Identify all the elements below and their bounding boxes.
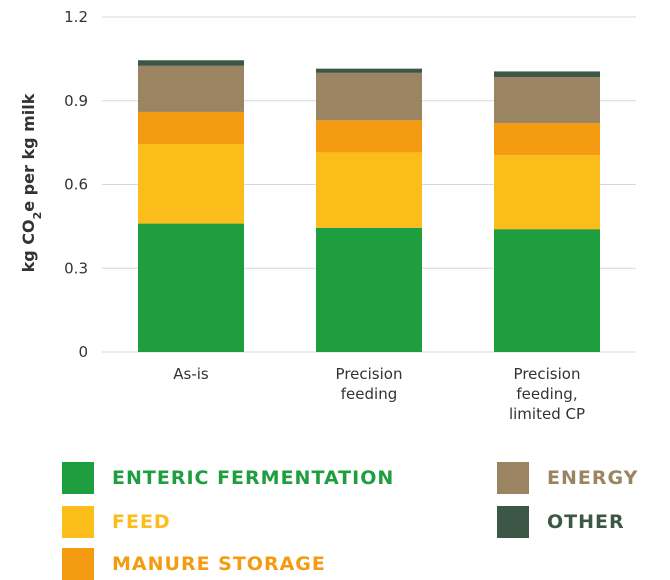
- legend-item-other: OTHER: [497, 506, 625, 538]
- bar-segment: [494, 77, 600, 124]
- bar-segment: [494, 123, 600, 156]
- legend-label: ENTERIC FERMENTATION: [112, 467, 395, 489]
- bar-segment: [138, 144, 244, 224]
- bar-stacks: [138, 60, 600, 352]
- legend-swatch: [62, 506, 94, 538]
- legend-item-manure-storage: MANURE STORAGE: [62, 548, 326, 580]
- bar-segment: [138, 111, 244, 145]
- stacked-bar-chart: 0 0.3 0.6 0.9 1.2 As-is Precision feeding Preci…: [19, 8, 636, 423]
- legend-swatch: [62, 548, 94, 580]
- bar-segment: [138, 223, 244, 352]
- x-axis-categories: As-is Precision feeding Precision feeding, li…: [173, 365, 585, 423]
- y-tick-label: 1.2: [64, 8, 88, 26]
- y-axis-label: kg CO2e per kg milk: [19, 93, 44, 272]
- legend-swatch: [497, 506, 529, 538]
- bar-segment: [316, 72, 422, 121]
- bar-segment: [138, 60, 244, 66]
- legend-item-feed: FEED: [62, 506, 171, 538]
- y-tick-label: 0.6: [64, 176, 88, 194]
- y-tick-label: 0: [78, 343, 88, 361]
- bar-segment: [494, 155, 600, 230]
- legend-label: MANURE STORAGE: [112, 553, 326, 575]
- legend-label: OTHER: [547, 511, 625, 533]
- bar-segment: [138, 65, 244, 112]
- x-tick-label: Precision feeding: [336, 365, 403, 403]
- legend-item-energy: ENERGY: [497, 462, 638, 494]
- bar-segment: [494, 229, 600, 352]
- legend-item-enteric-fermentation: ENTERIC FERMENTATION: [62, 462, 394, 494]
- legend-swatch: [497, 462, 529, 494]
- y-axis-ticks: 0 0.3 0.6 0.9 1.2: [64, 8, 88, 361]
- legend-swatch: [62, 462, 94, 494]
- bar-segment: [316, 227, 422, 352]
- y-tick-label: 0.9: [64, 92, 88, 110]
- bar-segment: [316, 68, 422, 73]
- legend-label: ENERGY: [547, 467, 639, 489]
- x-tick-label: As-is: [173, 365, 209, 383]
- bar-segment: [494, 71, 600, 78]
- bar-segment: [316, 120, 422, 153]
- y-tick-label: 0.3: [64, 259, 88, 277]
- legend-label: FEED: [112, 511, 171, 533]
- x-tick-label: Precision feeding, limited CP: [509, 365, 585, 423]
- bar-segment: [316, 152, 422, 228]
